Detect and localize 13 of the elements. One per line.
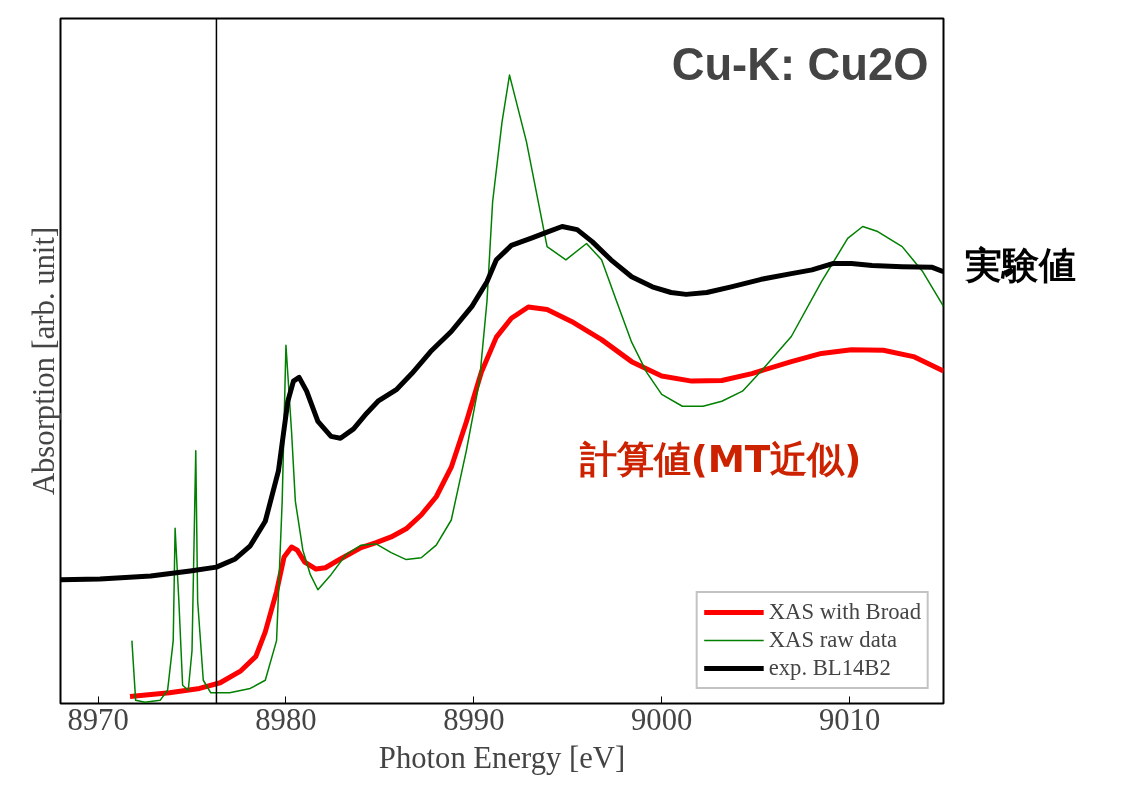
x-tick-label: 8990 [443, 702, 505, 737]
x-tick-label: 9000 [631, 702, 693, 737]
x-axis-title: Photon Energy [eV] [378, 740, 626, 775]
legend-label: XAS raw data [768, 627, 898, 653]
x-tick-label: 8980 [255, 702, 317, 737]
x-tick-label: 8970 [67, 702, 129, 737]
text: 実験値 [965, 243, 1076, 289]
legend-label: XAS with Broad [768, 599, 921, 625]
annotation: 計算値(MT近似) [578, 436, 862, 481]
x-tick-label: 9010 [818, 702, 881, 737]
chart-title: Cu-K: Cu2O [671, 38, 929, 90]
y-axis-title: Absorption [arb. unit] [26, 226, 61, 496]
legend-label: exp. BL14B2 [768, 655, 891, 681]
